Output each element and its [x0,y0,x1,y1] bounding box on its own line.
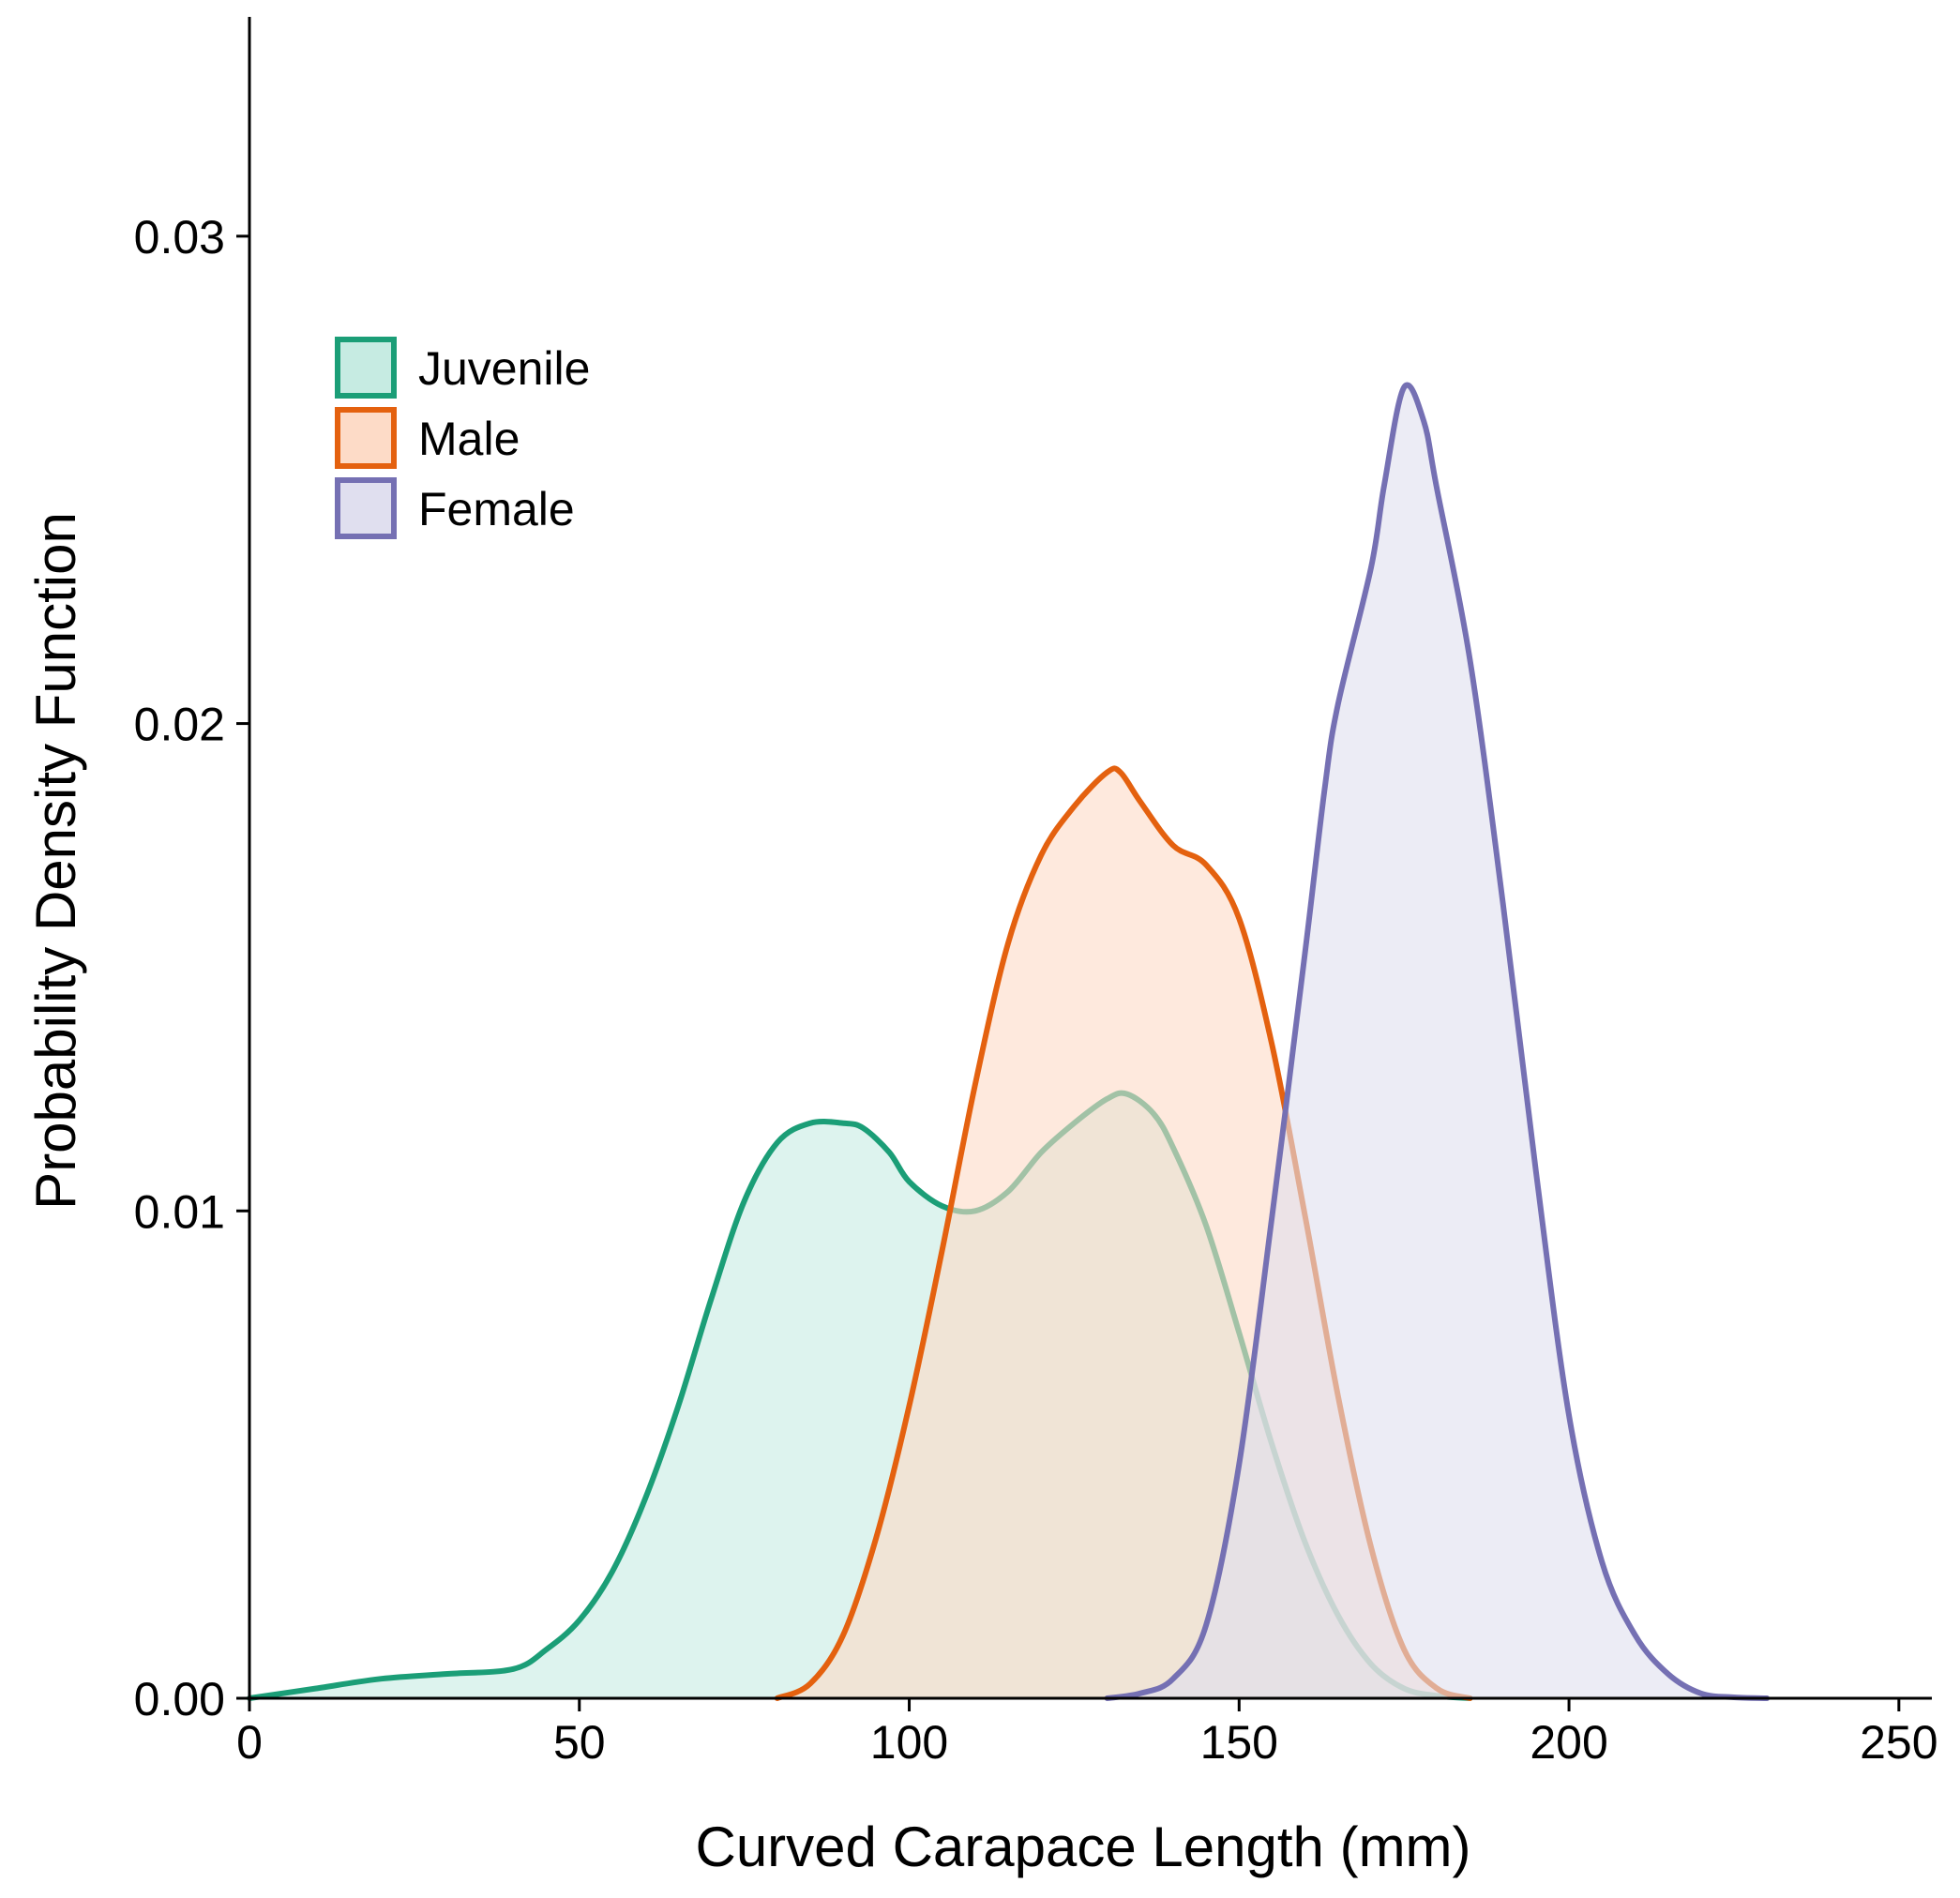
y-axis-title: Probability Density Function [24,512,87,1210]
legend: Juvenile Male Female [335,337,590,539]
axes [248,17,1932,1700]
legend-swatch-juvenile [335,337,397,399]
legend-label-female: Female [418,483,575,535]
x-tick-label: 200 [1530,1716,1607,1769]
legend-label-male: Male [418,413,520,465]
x-tick-label: 50 [553,1716,606,1769]
x-tick-label: 0 [236,1716,263,1769]
legend-swatch-male [335,407,397,469]
x-axis-title: Curved Carapace Length (mm) [695,1815,1470,1878]
line-female [1104,382,1771,1701]
legend-swatch-female [335,477,397,539]
x-tick-label: 250 [1860,1716,1937,1769]
density-areas [247,382,1771,1701]
y-tick-label: 0.02 [134,699,225,751]
legend-label-juvenile: Juvenile [418,342,590,395]
y-tick-label: 0.03 [134,211,225,264]
ticks: 0 50 100 150 200 250 0.00 0.01 0.02 0.03 [134,211,1938,1769]
y-tick-label: 0.00 [134,1673,225,1725]
area-female [1107,384,1768,1698]
x-tick-label: 100 [870,1716,948,1769]
y-tick-label: 0.01 [134,1185,225,1238]
x-tick-label: 150 [1200,1716,1278,1769]
